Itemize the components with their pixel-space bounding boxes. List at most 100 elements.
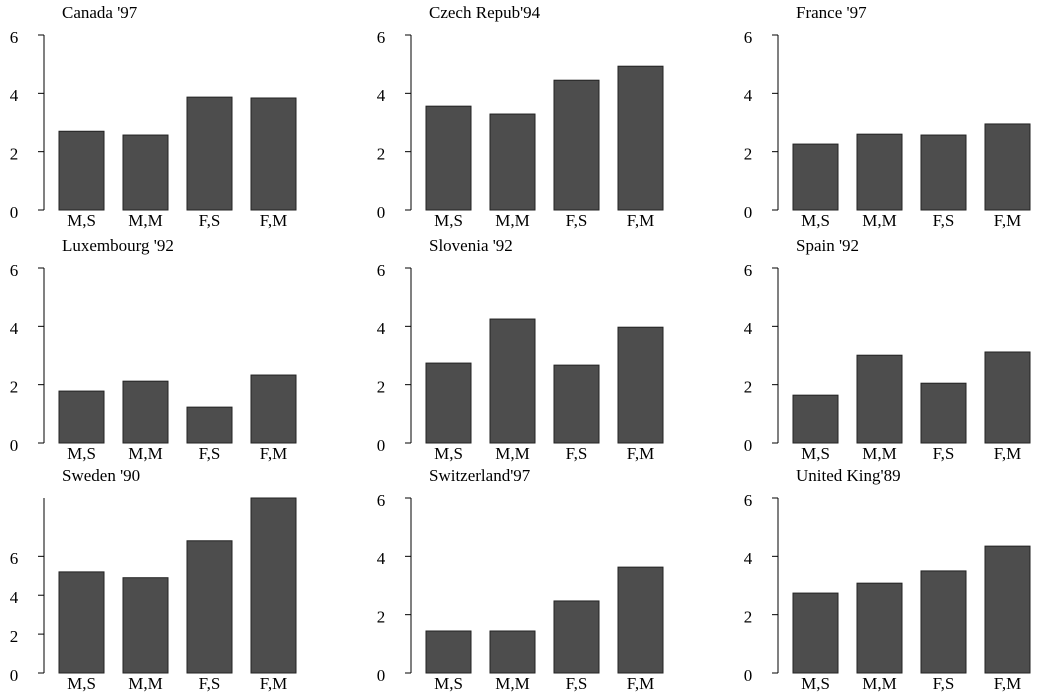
bar xyxy=(186,406,233,444)
y-tick-label: 0 xyxy=(377,666,386,685)
panel-title: Spain '92 xyxy=(796,236,859,255)
bar xyxy=(250,97,297,211)
panel-title: Switzerland'97 xyxy=(429,466,531,485)
y-tick-label: 4 xyxy=(744,86,753,105)
bar xyxy=(553,600,600,674)
bar xyxy=(856,582,903,674)
y-tick-label: 0 xyxy=(10,436,19,455)
y-tick-label: 4 xyxy=(377,319,386,338)
y-tick-label: 0 xyxy=(10,203,19,222)
panel-title: Slovenia '92 xyxy=(429,236,513,255)
y-tick-label: 4 xyxy=(10,86,19,105)
x-tick-label: F,M xyxy=(627,211,654,230)
y-tick-label: 0 xyxy=(744,203,753,222)
x-tick-label: M,S xyxy=(434,211,463,230)
y-tick-label: 2 xyxy=(10,378,19,397)
x-tick-label: F,M xyxy=(994,444,1021,463)
panel-title: France '97 xyxy=(796,3,867,22)
bar xyxy=(617,566,664,674)
bar xyxy=(489,113,536,211)
bar xyxy=(553,364,600,444)
x-tick-label: F,S xyxy=(566,444,588,463)
y-tick-label: 2 xyxy=(10,627,19,646)
bar xyxy=(425,105,472,211)
y-tick-label: 4 xyxy=(10,588,19,607)
x-tick-label: M,S xyxy=(434,444,463,463)
panel-title: Canada '97 xyxy=(62,3,138,22)
y-tick-label: 4 xyxy=(10,319,19,338)
y-tick-label: 6 xyxy=(744,28,753,47)
x-tick-label: M,M xyxy=(495,674,529,693)
bar xyxy=(489,630,536,674)
panel-title: United King'89 xyxy=(796,466,901,485)
bar xyxy=(58,130,105,211)
x-tick-label: F,S xyxy=(199,674,221,693)
y-tick-label: 6 xyxy=(10,549,19,568)
x-tick-label: F,S xyxy=(199,211,221,230)
x-tick-label: M,M xyxy=(128,211,162,230)
bar xyxy=(856,133,903,211)
bar xyxy=(792,592,839,674)
x-tick-label: M,S xyxy=(67,674,96,693)
bar xyxy=(984,123,1031,211)
y-tick-label: 2 xyxy=(377,145,386,164)
y-tick-label: 2 xyxy=(744,608,753,627)
x-tick-label: F,S xyxy=(933,211,955,230)
panel-title: Luxembourg '92 xyxy=(62,236,174,255)
bar xyxy=(250,497,297,674)
x-tick-label: M,M xyxy=(862,674,896,693)
bar xyxy=(489,318,536,444)
x-tick-label: M,S xyxy=(801,444,830,463)
x-tick-label: F,S xyxy=(566,674,588,693)
x-tick-label: F,M xyxy=(260,674,287,693)
x-tick-label: F,S xyxy=(933,674,955,693)
y-tick-label: 2 xyxy=(744,378,753,397)
x-tick-label: F,S xyxy=(566,211,588,230)
y-tick-label: 0 xyxy=(10,666,19,685)
bar xyxy=(186,540,233,674)
y-tick-label: 6 xyxy=(377,261,386,280)
bar xyxy=(856,354,903,444)
x-tick-label: M,M xyxy=(862,211,896,230)
bar xyxy=(186,96,233,211)
bar xyxy=(122,134,169,211)
bar xyxy=(920,570,967,674)
x-tick-label: F,M xyxy=(260,211,287,230)
bar xyxy=(984,545,1031,674)
y-tick-label: 2 xyxy=(10,145,19,164)
bar xyxy=(122,380,169,444)
x-tick-label: M,S xyxy=(801,674,830,693)
bar xyxy=(553,79,600,211)
bar xyxy=(792,394,839,444)
x-tick-label: M,S xyxy=(801,211,830,230)
y-tick-label: 4 xyxy=(377,86,386,105)
x-tick-label: F,M xyxy=(994,674,1021,693)
y-tick-label: 4 xyxy=(377,549,386,568)
x-tick-label: M,M xyxy=(495,444,529,463)
x-tick-label: F,S xyxy=(199,444,221,463)
bar xyxy=(984,351,1031,444)
bar xyxy=(58,571,105,674)
y-tick-label: 6 xyxy=(744,261,753,280)
bar xyxy=(920,382,967,444)
panel-title: Sweden '90 xyxy=(62,466,140,485)
x-tick-label: M,S xyxy=(67,444,96,463)
y-tick-label: 6 xyxy=(377,491,386,510)
bar xyxy=(122,577,169,674)
y-tick-label: 2 xyxy=(377,608,386,627)
x-tick-label: M,S xyxy=(67,211,96,230)
y-tick-label: 6 xyxy=(10,261,19,280)
x-tick-label: F,M xyxy=(994,211,1021,230)
bar xyxy=(792,143,839,211)
y-tick-label: 0 xyxy=(744,666,753,685)
y-tick-label: 6 xyxy=(10,28,19,47)
y-tick-label: 6 xyxy=(377,28,386,47)
panel-title: Czech Repub'94 xyxy=(429,3,541,22)
y-tick-label: 4 xyxy=(744,549,753,568)
x-tick-label: M,M xyxy=(128,444,162,463)
x-tick-label: M,M xyxy=(495,211,529,230)
x-tick-label: M,M xyxy=(862,444,896,463)
bar xyxy=(425,362,472,444)
y-tick-label: 0 xyxy=(377,203,386,222)
